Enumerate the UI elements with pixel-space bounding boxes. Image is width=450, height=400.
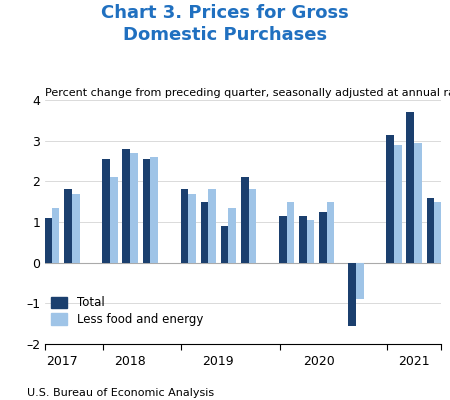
Bar [229, 208, 236, 263]
Bar [181, 190, 188, 263]
Text: 2020: 2020 [303, 355, 335, 368]
Text: 2019: 2019 [202, 355, 234, 368]
Text: U.S. Bureau of Economic Analysis: U.S. Bureau of Economic Analysis [27, 388, 214, 398]
Bar [307, 220, 315, 263]
Bar [348, 263, 356, 326]
Bar [427, 198, 434, 263]
Bar [434, 202, 442, 263]
Bar [319, 212, 327, 263]
Bar [241, 177, 248, 263]
Bar [414, 143, 422, 263]
Bar [387, 134, 394, 263]
Bar [201, 202, 208, 263]
Text: 2021: 2021 [398, 355, 430, 368]
Bar [394, 145, 402, 263]
Bar [44, 218, 52, 263]
Bar [130, 153, 138, 263]
Bar [248, 190, 256, 263]
Bar [279, 216, 287, 263]
Bar [221, 226, 229, 263]
Bar [356, 263, 364, 299]
Text: 2018: 2018 [114, 355, 146, 368]
Bar [72, 194, 80, 263]
Text: 2017: 2017 [46, 355, 78, 368]
Bar [287, 202, 294, 263]
Bar [110, 177, 117, 263]
Bar [64, 190, 72, 263]
Bar [299, 216, 307, 263]
Bar [188, 194, 196, 263]
Bar [327, 202, 334, 263]
Bar [406, 112, 414, 263]
Bar [150, 157, 158, 263]
Text: Percent change from preceding quarter, seasonally adjusted at annual rates: Percent change from preceding quarter, s… [45, 88, 450, 98]
Bar [143, 159, 150, 263]
Bar [208, 190, 216, 263]
Legend: Total, Less food and energy: Total, Less food and energy [51, 296, 203, 326]
Bar [103, 159, 110, 263]
Bar [122, 149, 130, 263]
Text: Chart 3. Prices for Gross
Domestic Purchases: Chart 3. Prices for Gross Domestic Purch… [101, 4, 349, 44]
Bar [52, 208, 59, 263]
